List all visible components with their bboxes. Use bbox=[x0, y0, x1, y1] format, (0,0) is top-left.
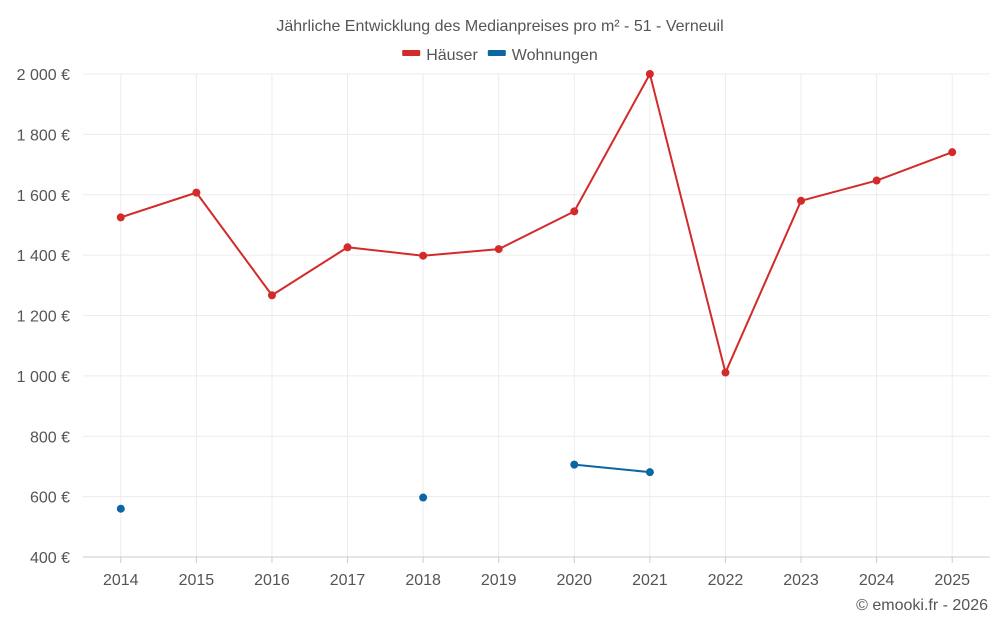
x-tick-label: 2017 bbox=[330, 572, 366, 589]
data-point[interactable] bbox=[419, 493, 428, 502]
x-tick-label: 2025 bbox=[934, 572, 970, 589]
y-tick-label: 400 € bbox=[30, 550, 70, 567]
series-line-segment bbox=[119, 191, 198, 219]
data-point[interactable] bbox=[116, 504, 125, 513]
series-line-segment bbox=[422, 248, 500, 257]
legend-label: Wohnungen bbox=[512, 47, 598, 64]
x-tick-label: 2014 bbox=[103, 572, 139, 589]
chart-title: Jährliche Entwicklung des Medianpreises … bbox=[276, 18, 723, 35]
series-line-segment bbox=[648, 73, 727, 374]
x-tick-label: 2023 bbox=[783, 572, 819, 589]
series-line-segment bbox=[724, 199, 803, 374]
legend-swatch bbox=[487, 50, 506, 56]
series-line-segment bbox=[573, 463, 651, 474]
data-point[interactable] bbox=[948, 148, 957, 157]
credit-text: © emooki.fr - 2026 bbox=[856, 597, 988, 614]
x-tick-label: 2020 bbox=[556, 572, 592, 589]
series-line-segment bbox=[270, 246, 349, 297]
series-line-segment bbox=[573, 73, 651, 213]
y-tick-label: 1 400 € bbox=[17, 248, 70, 265]
data-point[interactable] bbox=[570, 207, 579, 216]
legend-item[interactable]: Wohnungen bbox=[487, 47, 598, 64]
y-tick-label: 1 200 € bbox=[17, 309, 70, 326]
x-tick-label: 2024 bbox=[859, 572, 895, 589]
data-point[interactable] bbox=[645, 70, 654, 78]
y-tick-label: 800 € bbox=[30, 429, 70, 446]
data-point[interactable] bbox=[872, 176, 881, 185]
series-line-segment bbox=[195, 191, 273, 297]
series-line-segment bbox=[800, 179, 878, 202]
series-line-segment bbox=[346, 246, 425, 257]
data-point[interactable] bbox=[267, 291, 276, 300]
y-tick-label: 1 800 € bbox=[17, 127, 70, 144]
y-tick-label: 600 € bbox=[30, 490, 70, 507]
series-line-segment bbox=[497, 210, 576, 251]
data-point[interactable] bbox=[494, 245, 503, 254]
series-wohnungen bbox=[116, 460, 654, 513]
chart-legend: Häuser Wohnungen bbox=[402, 47, 598, 64]
x-tick-label: 2018 bbox=[405, 572, 441, 589]
x-tick-label: 2016 bbox=[254, 572, 290, 589]
legend-label: Häuser bbox=[426, 47, 478, 64]
data-point[interactable] bbox=[343, 243, 352, 252]
series-line-segment bbox=[875, 151, 954, 182]
series-häuser bbox=[116, 70, 957, 377]
data-point[interactable] bbox=[570, 460, 579, 469]
data-point[interactable] bbox=[721, 368, 730, 377]
legend-swatch bbox=[402, 50, 421, 56]
x-tick-label: 2015 bbox=[179, 572, 215, 589]
data-point[interactable] bbox=[419, 251, 428, 260]
series-layer bbox=[116, 70, 957, 513]
y-tick-label: 1 600 € bbox=[17, 188, 70, 205]
y-tick-label: 1 000 € bbox=[17, 369, 70, 386]
y-tick-label: 2 000 € bbox=[17, 67, 70, 84]
legend-item[interactable]: Häuser bbox=[402, 47, 478, 64]
data-point[interactable] bbox=[797, 196, 806, 205]
x-tick-label: 2021 bbox=[632, 572, 668, 589]
data-point[interactable] bbox=[192, 188, 201, 197]
x-tick-label: 2019 bbox=[481, 572, 517, 589]
data-point[interactable] bbox=[645, 468, 654, 477]
axes: 400 € 600 € 800 € 1 000 € 1 200 € 1 400 € 1 60… bbox=[17, 67, 990, 589]
x-tick-label: 2022 bbox=[708, 572, 744, 589]
grid bbox=[83, 73, 990, 557]
data-point[interactable] bbox=[116, 213, 125, 222]
